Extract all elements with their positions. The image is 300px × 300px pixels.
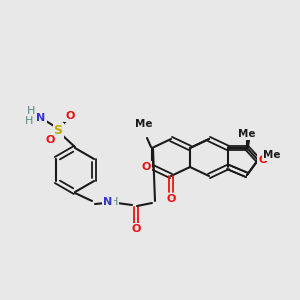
Text: Me: Me	[240, 129, 258, 139]
Text: O: O	[131, 224, 141, 234]
Text: H: H	[25, 116, 33, 126]
Text: Me: Me	[263, 150, 281, 160]
Text: H: H	[27, 106, 35, 116]
Text: O: O	[65, 111, 75, 121]
Text: Me: Me	[238, 129, 256, 139]
Text: S: S	[53, 124, 62, 136]
Text: O: O	[45, 135, 55, 145]
Text: O: O	[166, 194, 176, 204]
Text: N: N	[103, 197, 112, 207]
Text: O: O	[141, 162, 151, 172]
Text: Me: Me	[135, 119, 153, 129]
Text: O: O	[258, 155, 268, 165]
Text: N: N	[36, 113, 46, 123]
Text: H: H	[110, 197, 118, 207]
